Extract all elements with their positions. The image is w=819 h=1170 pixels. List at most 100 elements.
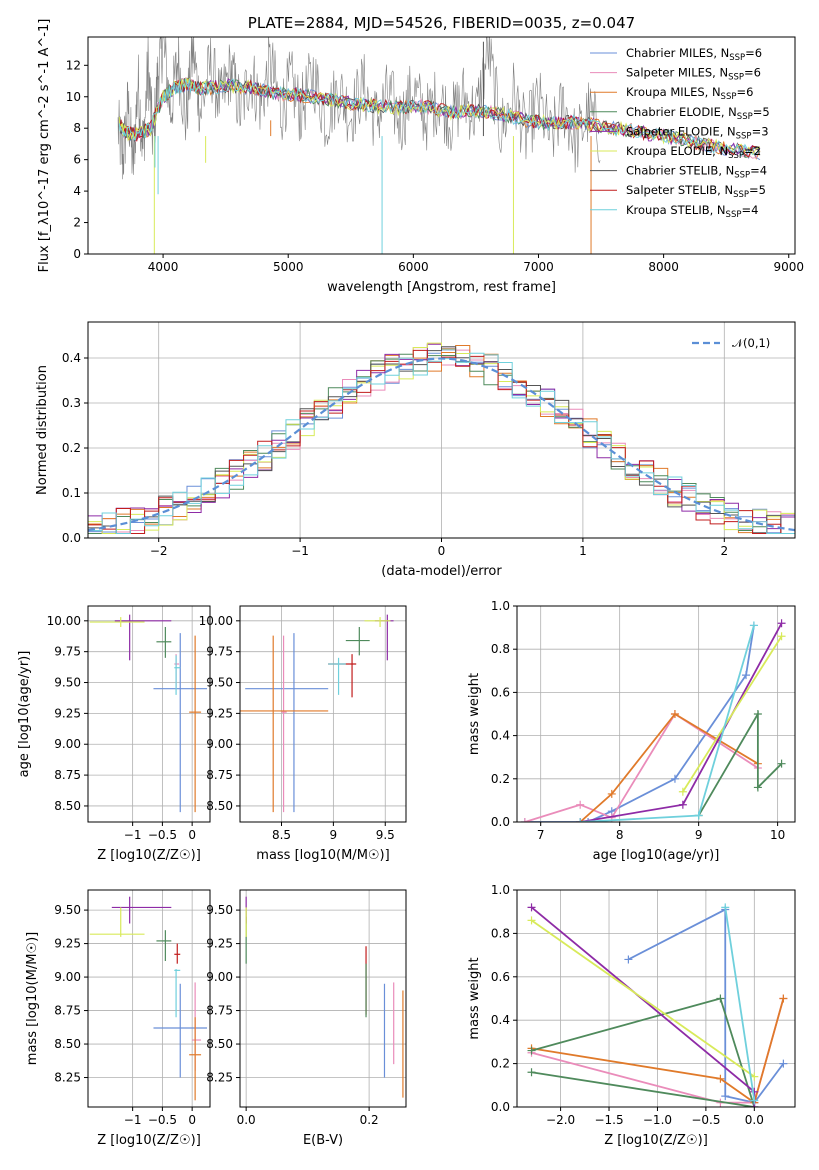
- y-tick-label: 8.75: [206, 1004, 233, 1018]
- legend-subscript: SSP: [736, 131, 752, 141]
- plot-area: [117, 37, 761, 254]
- weight-series-5: [682, 635, 783, 793]
- weight-marker: [576, 800, 585, 809]
- y-tick-label: 8: [73, 121, 81, 135]
- x-axis-label: Z [log10(Z/Z☉)]: [97, 1133, 201, 1148]
- y-tick-label: 8.50: [206, 799, 233, 813]
- y-tick-label: 8.75: [206, 768, 233, 782]
- y-tick-label: 10.00: [199, 614, 233, 628]
- legend-entry: Salpeter MILES, NSSP=6: [626, 66, 761, 83]
- y-tick-label: 9.25: [206, 706, 233, 720]
- chart-panel-4: 7 8 9 10 0.0 0.2 0.4 0.6 0.8 1.0 age [log10(age/yr…: [467, 599, 796, 863]
- legend-text: Kroupa ELODIE, N: [626, 144, 728, 158]
- weight-marker: [624, 955, 633, 964]
- weight-marker: [779, 1059, 788, 1068]
- legend-text: Chabrier STELIB, N: [626, 164, 734, 178]
- y-tick-label: 0.6: [491, 970, 510, 984]
- x-tick-label: 8: [616, 828, 624, 842]
- legend-text: =4: [741, 203, 758, 217]
- x-tick-label: 2: [720, 544, 728, 558]
- weight-marker: [750, 1096, 759, 1105]
- y-tick-label: 0.8: [491, 642, 510, 656]
- legend-entry: Salpeter ELODIE, NSSP=3: [626, 124, 769, 141]
- y-axis-label: mass [log10(M/M☉)]: [25, 932, 40, 1065]
- y-tick-label: 0: [73, 247, 81, 261]
- y-tick-label: 0.2: [62, 441, 81, 455]
- y-tick-label: 9.50: [206, 903, 233, 917]
- weight-marker: [670, 710, 679, 718]
- legend-text: =5: [753, 105, 770, 119]
- x-axis-label: (data-model)/error: [381, 564, 502, 579]
- x-tick-label: −1.5: [594, 1113, 623, 1127]
- legend-subscript: SSP: [734, 171, 750, 181]
- weight-marker: [678, 787, 687, 796]
- y-tick-label: 9.25: [54, 937, 81, 951]
- legend-text: =2: [744, 144, 761, 158]
- y-tick-label: 1.0: [491, 599, 510, 613]
- legend-entry: Kroupa STELIB, NSSP=4: [626, 203, 758, 220]
- chart-panel-3: 8.5 9 9.5 8.50 8.75 9.00 9.25 9.50 9.75 10.00 mass…: [199, 605, 407, 863]
- y-tick-label: 8.50: [206, 1037, 233, 1051]
- y-tick-label: 0.1: [62, 486, 81, 500]
- y-axis-label: Flux [f_λ10^-17 erg cm^-2 s^-1 A^-1]: [37, 19, 52, 273]
- y-tick-label: 0.4: [62, 351, 81, 365]
- x-tick-label: 0.0: [237, 1113, 256, 1127]
- legend-text: Salpeter STELIB, N: [626, 183, 733, 197]
- y-tick-label: 9.00: [54, 737, 81, 751]
- plot-area: [89, 896, 208, 1101]
- y-tick-label: 6: [73, 153, 81, 167]
- weight-series-2: [531, 998, 785, 1105]
- chart-panel-1: −2 −1 0 1 2 0.0 0.1 0.2 0.3 0.4 (data-model)/error…: [35, 321, 796, 579]
- axes-frame: [87, 36, 796, 255]
- legend-entry: Chabrier MILES, NSSP=6: [626, 46, 762, 63]
- x-tick-label: 0: [188, 1113, 196, 1127]
- y-tick-label: 0.4: [491, 1013, 510, 1027]
- y-tick-label: 1.0: [491, 883, 510, 897]
- weight-marker: [777, 759, 786, 768]
- axes-frame: [516, 605, 796, 823]
- model-spectrum-8: [118, 78, 761, 158]
- axes-frame: [239, 889, 407, 1108]
- y-tick-label: 0.3: [62, 396, 81, 410]
- x-tick-label: 0.2: [360, 1113, 379, 1127]
- y-tick-label: 9.75: [54, 645, 81, 659]
- legend-entry: Salpeter STELIB, NSSP=5: [626, 183, 766, 200]
- weight-marker: [753, 783, 762, 792]
- weight-series-0: [524, 625, 755, 822]
- weight-marker: [678, 800, 687, 809]
- legend-subscript: SSP: [726, 210, 742, 220]
- chart-panel-6: 0.0 0.2 8.25 8.50 8.75 9.00 9.25 9.50 E(B-V): [206, 889, 407, 1148]
- legend-text: =4: [750, 164, 767, 178]
- legend-text: =3: [752, 124, 769, 138]
- x-tick-label: −1: [124, 1113, 142, 1127]
- data-spectrum: [117, 37, 601, 180]
- x-tick-label: 9: [330, 828, 338, 842]
- weight-marker: [527, 916, 536, 925]
- x-tick-label: 0: [438, 544, 446, 558]
- legend-subscript: SSP: [728, 73, 744, 83]
- x-tick-label: 7: [537, 828, 545, 842]
- x-tick-label: 9: [695, 828, 703, 842]
- x-tick-label: 5000: [273, 260, 304, 274]
- plot-area: [88, 342, 795, 534]
- x-tick-label: 9.5: [376, 828, 395, 842]
- weight-marker: [527, 903, 536, 912]
- y-tick-label: 9.00: [206, 970, 233, 984]
- y-tick-label: 10.00: [47, 614, 81, 628]
- weight-marker: [742, 671, 751, 680]
- x-axis-label: age [log10(age/yr)]: [593, 848, 720, 863]
- weight-marker: [520, 818, 529, 822]
- weight-marker: [584, 818, 593, 822]
- x-axis-label: E(B-V): [303, 1133, 343, 1148]
- y-tick-label: 0.0: [62, 531, 81, 545]
- plot-area: [520, 619, 786, 822]
- legend-text: Salpeter MILES, N: [626, 66, 728, 80]
- axes-frame: [87, 889, 211, 1108]
- plot-area: [527, 903, 788, 1107]
- y-tick-label: 0.6: [491, 685, 510, 699]
- weight-marker: [607, 789, 616, 798]
- chart-panel-2: −1 −0.5 0 8.50 8.75 9.00 9.25 9.50 9.75 10.00 Z [l…: [17, 605, 211, 863]
- x-tick-label: 4000: [148, 260, 179, 274]
- x-tick-label: 0: [188, 828, 196, 842]
